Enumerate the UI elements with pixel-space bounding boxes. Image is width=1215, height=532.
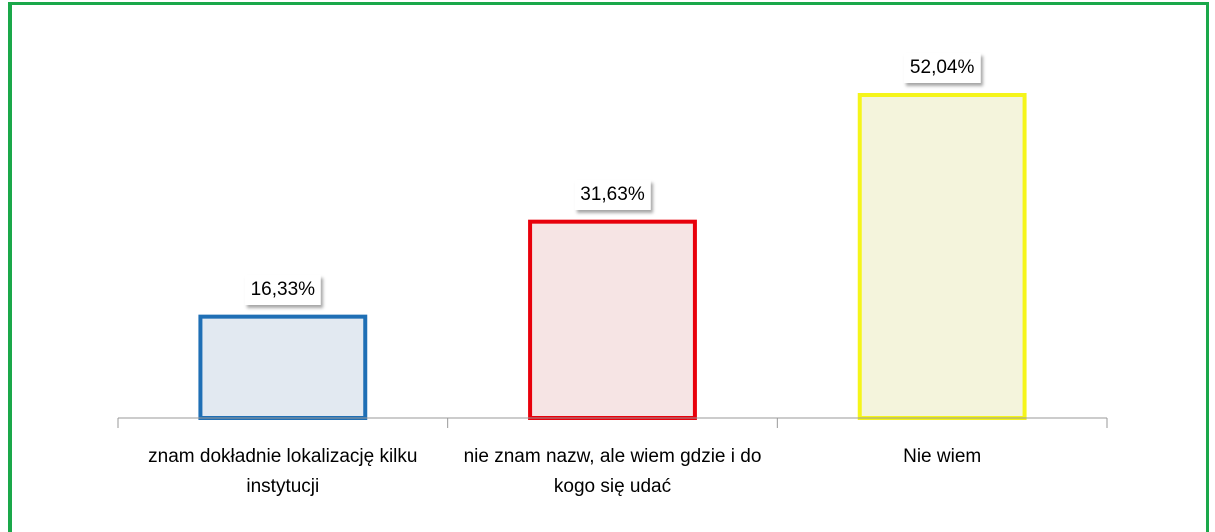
x-tick-label: nie znam nazw, ale wiem gdzie i do kogo … [463, 446, 762, 497]
bar [528, 219, 697, 420]
bar [198, 314, 368, 421]
x-tick-label: znam dokładnie lokalizację kilku instytu… [148, 446, 418, 497]
bar [857, 93, 1027, 420]
value-label: 52,04% [903, 53, 981, 83]
frame [8, 2, 1209, 532]
value-label: 31,63% [574, 179, 651, 210]
value-label: 16,33% [244, 274, 322, 305]
x-tick-label: Nie wiem [903, 446, 982, 467]
